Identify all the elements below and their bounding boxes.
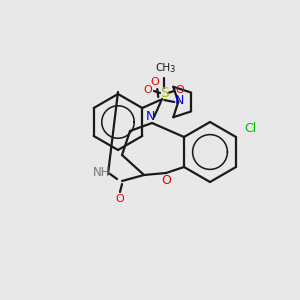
Text: 3: 3 bbox=[169, 65, 175, 74]
Text: O: O bbox=[144, 85, 152, 95]
Text: NH: NH bbox=[93, 166, 111, 178]
Text: O: O bbox=[116, 194, 124, 204]
Text: O: O bbox=[161, 175, 171, 188]
Text: N: N bbox=[145, 110, 155, 122]
Text: N: N bbox=[175, 94, 184, 107]
Text: Cl: Cl bbox=[244, 122, 256, 136]
Text: O: O bbox=[151, 77, 160, 87]
Text: S: S bbox=[160, 86, 168, 100]
Text: CH: CH bbox=[155, 63, 171, 73]
Text: O: O bbox=[176, 85, 184, 95]
